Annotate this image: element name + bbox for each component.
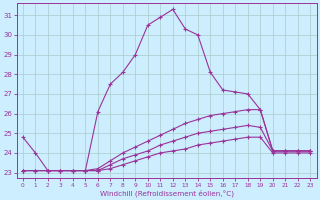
X-axis label: Windchill (Refroidissement éolien,°C): Windchill (Refroidissement éolien,°C) [100,189,234,197]
